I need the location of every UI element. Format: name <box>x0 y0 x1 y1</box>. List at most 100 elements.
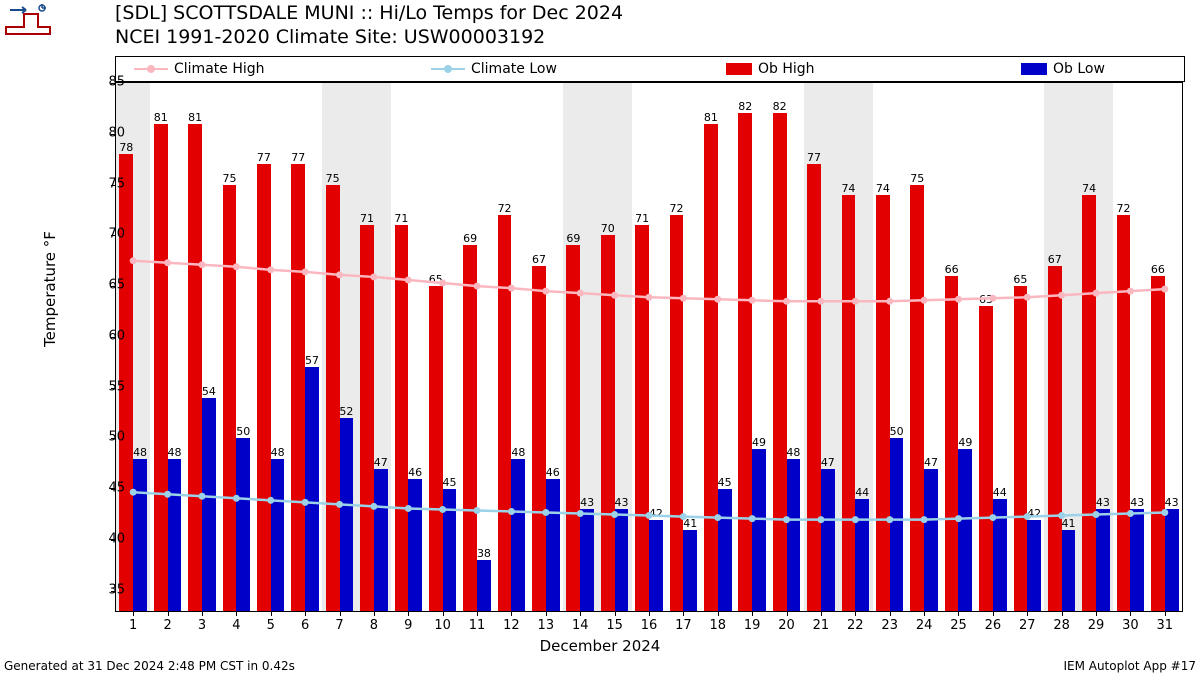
ob-low-bar <box>890 438 904 611</box>
ob-high-bar <box>876 195 890 611</box>
x-tick-label: 1 <box>129 618 137 633</box>
ob-high-label: 77 <box>257 151 271 164</box>
legend-climate-high: Climate High <box>134 61 265 77</box>
x-tick-label: 5 <box>267 618 275 633</box>
ob-low-bar <box>993 499 1007 611</box>
y-tick-label: 35 <box>85 582 125 597</box>
ob-high-label: 74 <box>1082 182 1096 195</box>
ob-low-label: 41 <box>1062 517 1076 530</box>
ob-high-label: 65 <box>1013 273 1027 286</box>
y-tick-label: 60 <box>85 328 125 343</box>
ob-low-label: 48 <box>786 446 800 459</box>
ob-high-bar <box>395 225 409 611</box>
x-tick-label: 16 <box>641 618 658 633</box>
x-tick-label: 25 <box>950 618 967 633</box>
ob-low-label: 57 <box>305 354 319 367</box>
ob-low-label: 43 <box>1096 496 1110 509</box>
ob-low-bar <box>821 469 835 611</box>
ob-high-bar <box>532 266 546 611</box>
y-tick-label: 40 <box>85 531 125 546</box>
ob-high-label: 67 <box>1048 253 1062 266</box>
ob-low-label: 46 <box>408 466 422 479</box>
ob-high-bar <box>807 164 821 611</box>
footer-generated: Generated at 31 Dec 2024 2:48 PM CST in … <box>4 659 295 673</box>
x-tick-label: 7 <box>335 618 343 633</box>
ob-low-label: 48 <box>271 446 285 459</box>
ob-low-bar <box>1096 509 1110 611</box>
ob-low-bar <box>958 449 972 611</box>
ob-low-bar <box>1062 530 1076 611</box>
legend-label: Ob High <box>758 61 815 77</box>
legend-label: Climate High <box>174 61 265 77</box>
ob-high-bar <box>326 185 340 611</box>
ob-high-label: 81 <box>154 111 168 124</box>
x-tick-label: 24 <box>916 618 933 633</box>
x-tick-label: 8 <box>370 618 378 633</box>
ob-high-label: 72 <box>670 202 684 215</box>
x-tick <box>1165 611 1166 616</box>
x-tick-label: 4 <box>232 618 240 633</box>
ob-high-label: 81 <box>188 111 202 124</box>
ob-high-bar <box>773 113 787 611</box>
ob-low-label: 41 <box>683 517 697 530</box>
x-tick <box>958 611 959 616</box>
ob-low-bar <box>271 459 285 611</box>
ob-high-bar <box>910 185 924 611</box>
ob-low-bar <box>718 489 732 611</box>
ob-high-label: 78 <box>119 141 133 154</box>
ob-low-label: 43 <box>1130 496 1144 509</box>
y-tick-label: 85 <box>85 75 125 90</box>
ob-low-bar <box>649 520 663 611</box>
x-tick <box>202 611 203 616</box>
ob-high-label: 66 <box>945 263 959 276</box>
ob-low-label: 43 <box>580 496 594 509</box>
ob-low-bar <box>787 459 801 611</box>
ob-low-bar <box>374 469 388 611</box>
ob-high-bar <box>566 245 580 611</box>
x-tick <box>511 611 512 616</box>
x-tick <box>821 611 822 616</box>
x-tick <box>683 611 684 616</box>
x-tick-label: 6 <box>301 618 309 633</box>
ob-low-label: 46 <box>546 466 560 479</box>
ob-low-label: 43 <box>1165 496 1179 509</box>
ob-high-label: 75 <box>910 172 924 185</box>
x-tick-label: 17 <box>675 618 692 633</box>
x-tick-label: 26 <box>985 618 1002 633</box>
ob-high-label: 72 <box>498 202 512 215</box>
legend-ob-high: Ob High <box>726 61 815 77</box>
x-tick-label: 9 <box>404 618 412 633</box>
x-tick <box>924 611 925 616</box>
ob-low-bar <box>202 398 216 611</box>
ob-high-label: 74 <box>876 182 890 195</box>
x-tick <box>408 611 409 616</box>
x-tick <box>855 611 856 616</box>
ob-low-label: 44 <box>855 486 869 499</box>
ob-high-bar <box>498 215 512 611</box>
ob-high-bar <box>704 124 718 611</box>
ob-high-bar <box>223 185 237 611</box>
ob-low-bar <box>1165 509 1179 611</box>
legend: Climate High Climate Low Ob High Ob Low <box>115 56 1185 82</box>
ob-low-label: 47 <box>821 456 835 469</box>
y-tick-label: 80 <box>85 125 125 140</box>
x-tick-label: 28 <box>1053 618 1070 633</box>
ob-low-bar <box>1027 520 1041 611</box>
ob-low-label: 48 <box>511 446 525 459</box>
x-tick-label: 22 <box>847 618 864 633</box>
ob-low-label: 47 <box>924 456 938 469</box>
ob-low-label: 48 <box>167 446 181 459</box>
x-tick-label: 11 <box>469 618 486 633</box>
ob-high-bar <box>738 113 752 611</box>
ob-high-label: 77 <box>807 151 821 164</box>
ob-high-bar <box>945 276 959 611</box>
ob-low-label: 54 <box>202 385 216 398</box>
ob-high-label: 65 <box>429 273 443 286</box>
ob-high-bar <box>1048 266 1062 611</box>
ob-low-label: 50 <box>236 425 250 438</box>
ob-low-label: 44 <box>993 486 1007 499</box>
ob-low-bar <box>477 560 491 611</box>
ob-high-bar <box>188 124 202 611</box>
ob-low-label: 42 <box>1027 507 1041 520</box>
x-tick <box>1096 611 1097 616</box>
